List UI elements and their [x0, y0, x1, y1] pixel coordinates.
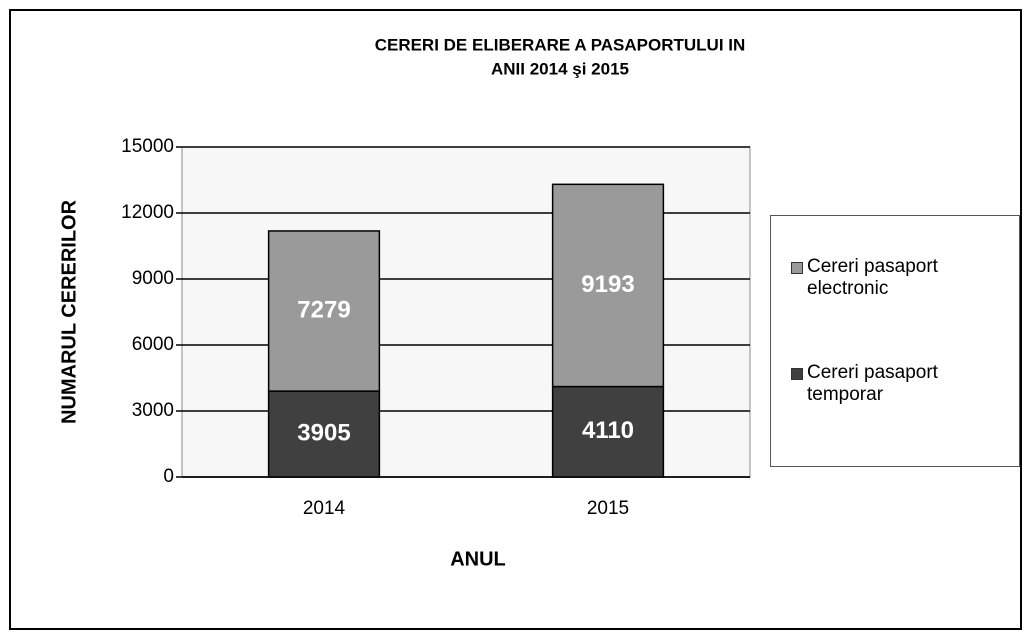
- bar-segment: [551, 385, 665, 478]
- x-tick-label: 2014: [303, 498, 346, 519]
- data-label: 7279: [297, 296, 350, 323]
- plot-area: [181, 146, 751, 478]
- chart-title: CERERI DE ELIBERARE A PASAPORTULUI IN: [375, 35, 746, 54]
- y-tick-label: 6000: [132, 334, 174, 355]
- data-label: 4110: [582, 417, 634, 444]
- x-tick-label: 2015: [587, 498, 629, 519]
- legend-item: Cereri pasaport electronic: [791, 256, 1009, 300]
- legend-swatch: [791, 262, 803, 274]
- bar-segment: [267, 230, 381, 392]
- chart-title: ANII 2014 şi 2015: [491, 59, 629, 78]
- legend-label: Cereri pasaport electronic: [807, 256, 938, 299]
- y-tick-label: 0: [163, 466, 174, 487]
- y-tick-label: 3000: [132, 400, 174, 421]
- bar-segment: [551, 183, 665, 388]
- x-axis-label: ANUL: [450, 548, 506, 570]
- legend-label: Cereri pasaport temporar: [807, 362, 938, 405]
- legend-item: Cereri pasaport temporar: [791, 362, 1009, 406]
- legend-swatch: [791, 368, 803, 380]
- data-label: 9193: [581, 271, 634, 298]
- data-label: 3905: [297, 419, 350, 446]
- y-tick-label: 12000: [121, 202, 174, 223]
- y-tick-label: 15000: [121, 136, 174, 157]
- legend: Cereri pasaport electronic Cereri pasapor…: [770, 215, 1020, 467]
- y-axis-label: NUMARUL CERERILOR: [58, 199, 80, 424]
- y-tick-label: 9000: [132, 268, 174, 289]
